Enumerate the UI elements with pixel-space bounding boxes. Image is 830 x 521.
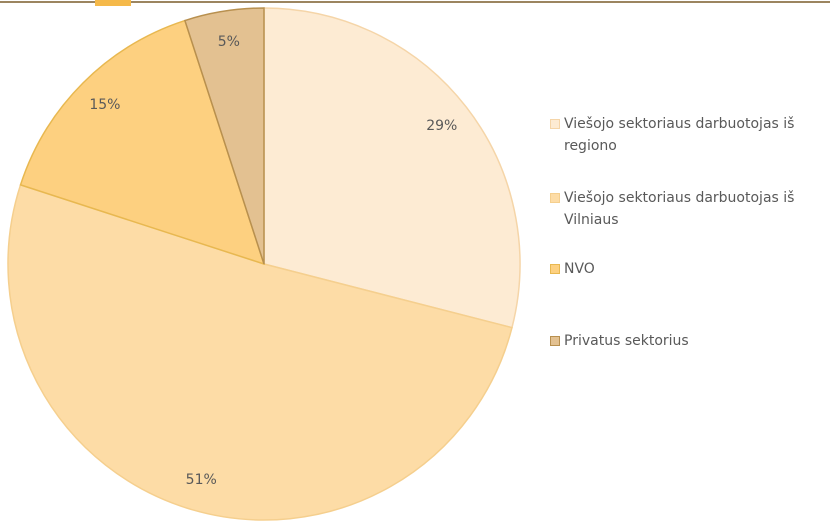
pie-slice	[19, 19, 266, 266]
pie-slice	[7, 183, 513, 521]
data-label: 51%	[186, 472, 217, 488]
legend-label: NVO	[564, 261, 595, 277]
legend-label: Viešojo sektoriaus darbuotojas iš Vilnia…	[564, 190, 795, 228]
data-label: 5%	[218, 34, 240, 50]
legend-item: Viešojo sektoriaus darbuotojas iš Vilnia…	[550, 187, 825, 231]
legend-swatch	[550, 119, 560, 129]
data-label: 29%	[426, 118, 457, 134]
legend-item: NVO	[550, 258, 825, 280]
pie-slice	[263, 7, 521, 329]
legend-item: Privatus sektorius	[550, 330, 825, 352]
top-tab	[95, 0, 131, 6]
legend-label: Viešojo sektoriaus darbuotojas iš region…	[564, 116, 795, 154]
data-label: 15%	[89, 97, 120, 113]
legend-label: Privatus sektorius	[564, 333, 689, 349]
pie-slice	[183, 7, 265, 265]
legend-item: Viešojo sektoriaus darbuotojas iš region…	[550, 113, 825, 157]
legend-swatch	[550, 264, 560, 274]
legend-swatch	[550, 193, 560, 203]
legend-swatch	[550, 336, 560, 346]
